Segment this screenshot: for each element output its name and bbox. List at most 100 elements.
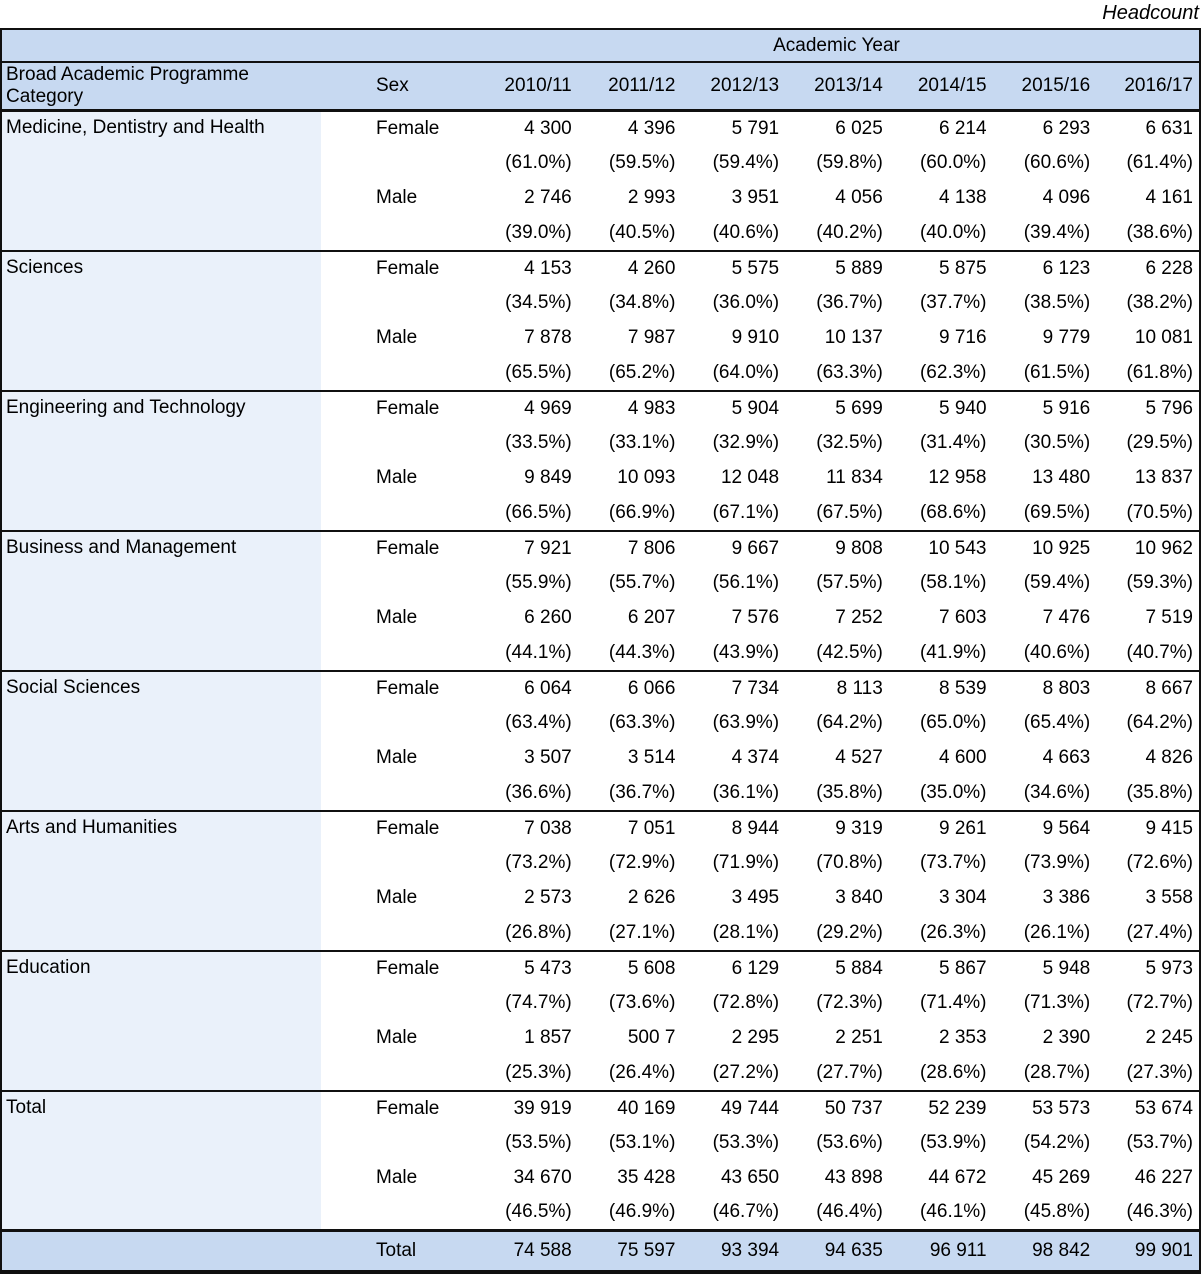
value-cell: (32.5%) <box>816 432 883 453</box>
value-cell: 45 269 <box>1032 1167 1091 1188</box>
sex-label <box>321 426 474 461</box>
value-cell: (40.6%) <box>1023 641 1091 663</box>
academic-year-header: Academic Year <box>474 29 1200 63</box>
value-cell: (27.1%) <box>608 921 676 943</box>
value-cell: 2 353 <box>938 1027 987 1048</box>
value-cell: (59.3%) <box>1126 572 1193 593</box>
value-cell: 46 227 <box>1134 1167 1193 1188</box>
value-cell: (26.3%) <box>919 921 987 943</box>
value-cell: (68.6%) <box>919 501 987 523</box>
value-cell: 8 667 <box>1096 669 1200 706</box>
value-cell: (73.2%) <box>505 852 572 873</box>
value-cell: 4 161 <box>1145 187 1193 208</box>
value-cell: 4 826 <box>1145 747 1193 768</box>
value-cell: (33.5%) <box>505 432 572 453</box>
value-cell: 4 600 <box>938 747 987 768</box>
table-row: (66.5%) (66.9%) (67.1%) (67.5%) (68.6%) (69.5… <box>1 496 1200 531</box>
sex-label: Male <box>376 1027 418 1048</box>
value-cell: (40.7%) <box>1126 641 1193 663</box>
value-cell: (46.5%) <box>505 1201 572 1223</box>
sex-label <box>321 706 474 741</box>
value-cell: 9 667 <box>681 529 786 566</box>
value-cell: (64.2%) <box>1126 712 1193 733</box>
value-cell: (53.7%) <box>1126 1132 1193 1153</box>
col-header-year-2011-12: 2011/12 <box>577 62 682 112</box>
value-cell: (40.2%) <box>816 221 883 243</box>
value-cell: 2 626 <box>627 887 676 908</box>
value-cell: (64.0%) <box>712 361 780 383</box>
value-cell: (29.2%) <box>816 921 883 943</box>
value-cell: 13 480 <box>1032 467 1091 488</box>
col-header-year-2013-14: 2013/14 <box>785 62 889 112</box>
value-cell: (34.8%) <box>608 292 676 313</box>
footer-total-value: 94 635 <box>785 1229 889 1272</box>
sex-label <box>321 1126 474 1161</box>
value-cell: (65.0%) <box>919 712 987 733</box>
footer-total-value: 75 597 <box>577 1229 682 1272</box>
category-name: Total <box>1 1089 321 1231</box>
value-cell: 13 837 <box>1134 467 1193 488</box>
value-cell: (72.6%) <box>1126 852 1193 873</box>
value-cell: 5 889 <box>785 249 889 286</box>
value-cell: (74.7%) <box>505 992 572 1013</box>
value-cell: (36.1%) <box>712 781 780 803</box>
column-header-row: Broad Academic Programme Category Sex 2010… <box>1 62 1200 112</box>
value-cell: 5 473 <box>474 949 578 986</box>
sex-label <box>321 286 474 321</box>
value-cell: 9 849 <box>524 467 572 488</box>
value-cell: (70.5%) <box>1126 501 1193 523</box>
value-cell: 49 744 <box>681 1089 786 1126</box>
value-cell: (67.1%) <box>712 501 780 523</box>
value-cell: (41.9%) <box>919 641 987 663</box>
value-cell: 6 207 <box>627 607 676 628</box>
headcount-label: Headcount <box>1102 2 1199 24</box>
value-cell: 4 374 <box>731 747 780 768</box>
value-cell: 7 734 <box>681 669 786 706</box>
table-row: Male 2 746 2 993 3 951 4 056 4 138 4 096 4 161 <box>1 181 1200 216</box>
value-cell: 3 558 <box>1145 887 1193 908</box>
sex-label: Female <box>321 529 474 566</box>
table-row: (65.5%) (65.2%) (64.0%) (63.3%) (62.3%) (61.5… <box>1 356 1200 391</box>
value-cell: (36.6%) <box>505 781 572 803</box>
footer-total-value: 99 901 <box>1096 1229 1200 1272</box>
value-cell: (61.0%) <box>505 152 572 173</box>
table-row: (25.3%) (26.4%) (27.2%) (27.7%) (28.6%) (28.7… <box>1 1056 1200 1091</box>
value-cell: (40.0%) <box>919 221 987 243</box>
sex-label <box>321 986 474 1021</box>
value-cell: 4 527 <box>835 747 883 768</box>
sex-label: Female <box>321 669 474 706</box>
value-cell: (59.5%) <box>608 152 676 173</box>
value-cell: (39.4%) <box>1023 221 1091 243</box>
value-cell: (39.0%) <box>505 221 572 243</box>
table-row: Male 9 849 10 093 12 048 11 834 12 958 13 480 1… <box>1 461 1200 496</box>
category-name: Sciences <box>1 249 321 391</box>
value-cell: (56.1%) <box>712 572 780 593</box>
value-cell: (28.6%) <box>919 1061 987 1083</box>
value-cell: (35.8%) <box>1126 781 1193 803</box>
value-cell: (34.6%) <box>1023 781 1091 803</box>
value-cell: 5 791 <box>681 109 786 146</box>
value-cell: 5 904 <box>681 389 786 426</box>
value-cell: 10 543 <box>888 529 993 566</box>
value-cell: 9 910 <box>731 327 780 348</box>
value-cell: 9 716 <box>938 327 987 348</box>
table-row: Male 34 670 35 428 43 650 43 898 44 672 45 269… <box>1 1161 1200 1196</box>
value-cell: 5 575 <box>681 249 786 286</box>
table-row: (73.2%) (72.9%) (71.9%) (70.8%) (73.7%) (73.9… <box>1 846 1200 881</box>
sex-label: Female <box>321 389 474 426</box>
category-name: Business and Management <box>1 529 321 671</box>
value-cell: (43.9%) <box>712 641 780 663</box>
value-cell: 4 663 <box>1042 747 1091 768</box>
value-cell: 4 300 <box>474 109 578 146</box>
value-cell: 6 129 <box>681 949 786 986</box>
table-row: (63.4%) (63.3%) (63.9%) (64.2%) (65.0%) (65.4… <box>1 706 1200 741</box>
sex-label <box>321 146 474 181</box>
value-cell: (38.6%) <box>1126 221 1193 243</box>
col-header-year-2010-11: 2010/11 <box>474 62 578 112</box>
sex-label: Female <box>321 949 474 986</box>
value-cell: (59.8%) <box>816 152 883 173</box>
value-cell: 7 921 <box>474 529 578 566</box>
value-cell: 2 251 <box>835 1027 883 1048</box>
value-cell: (40.6%) <box>712 221 780 243</box>
value-cell: (72.9%) <box>608 852 676 873</box>
